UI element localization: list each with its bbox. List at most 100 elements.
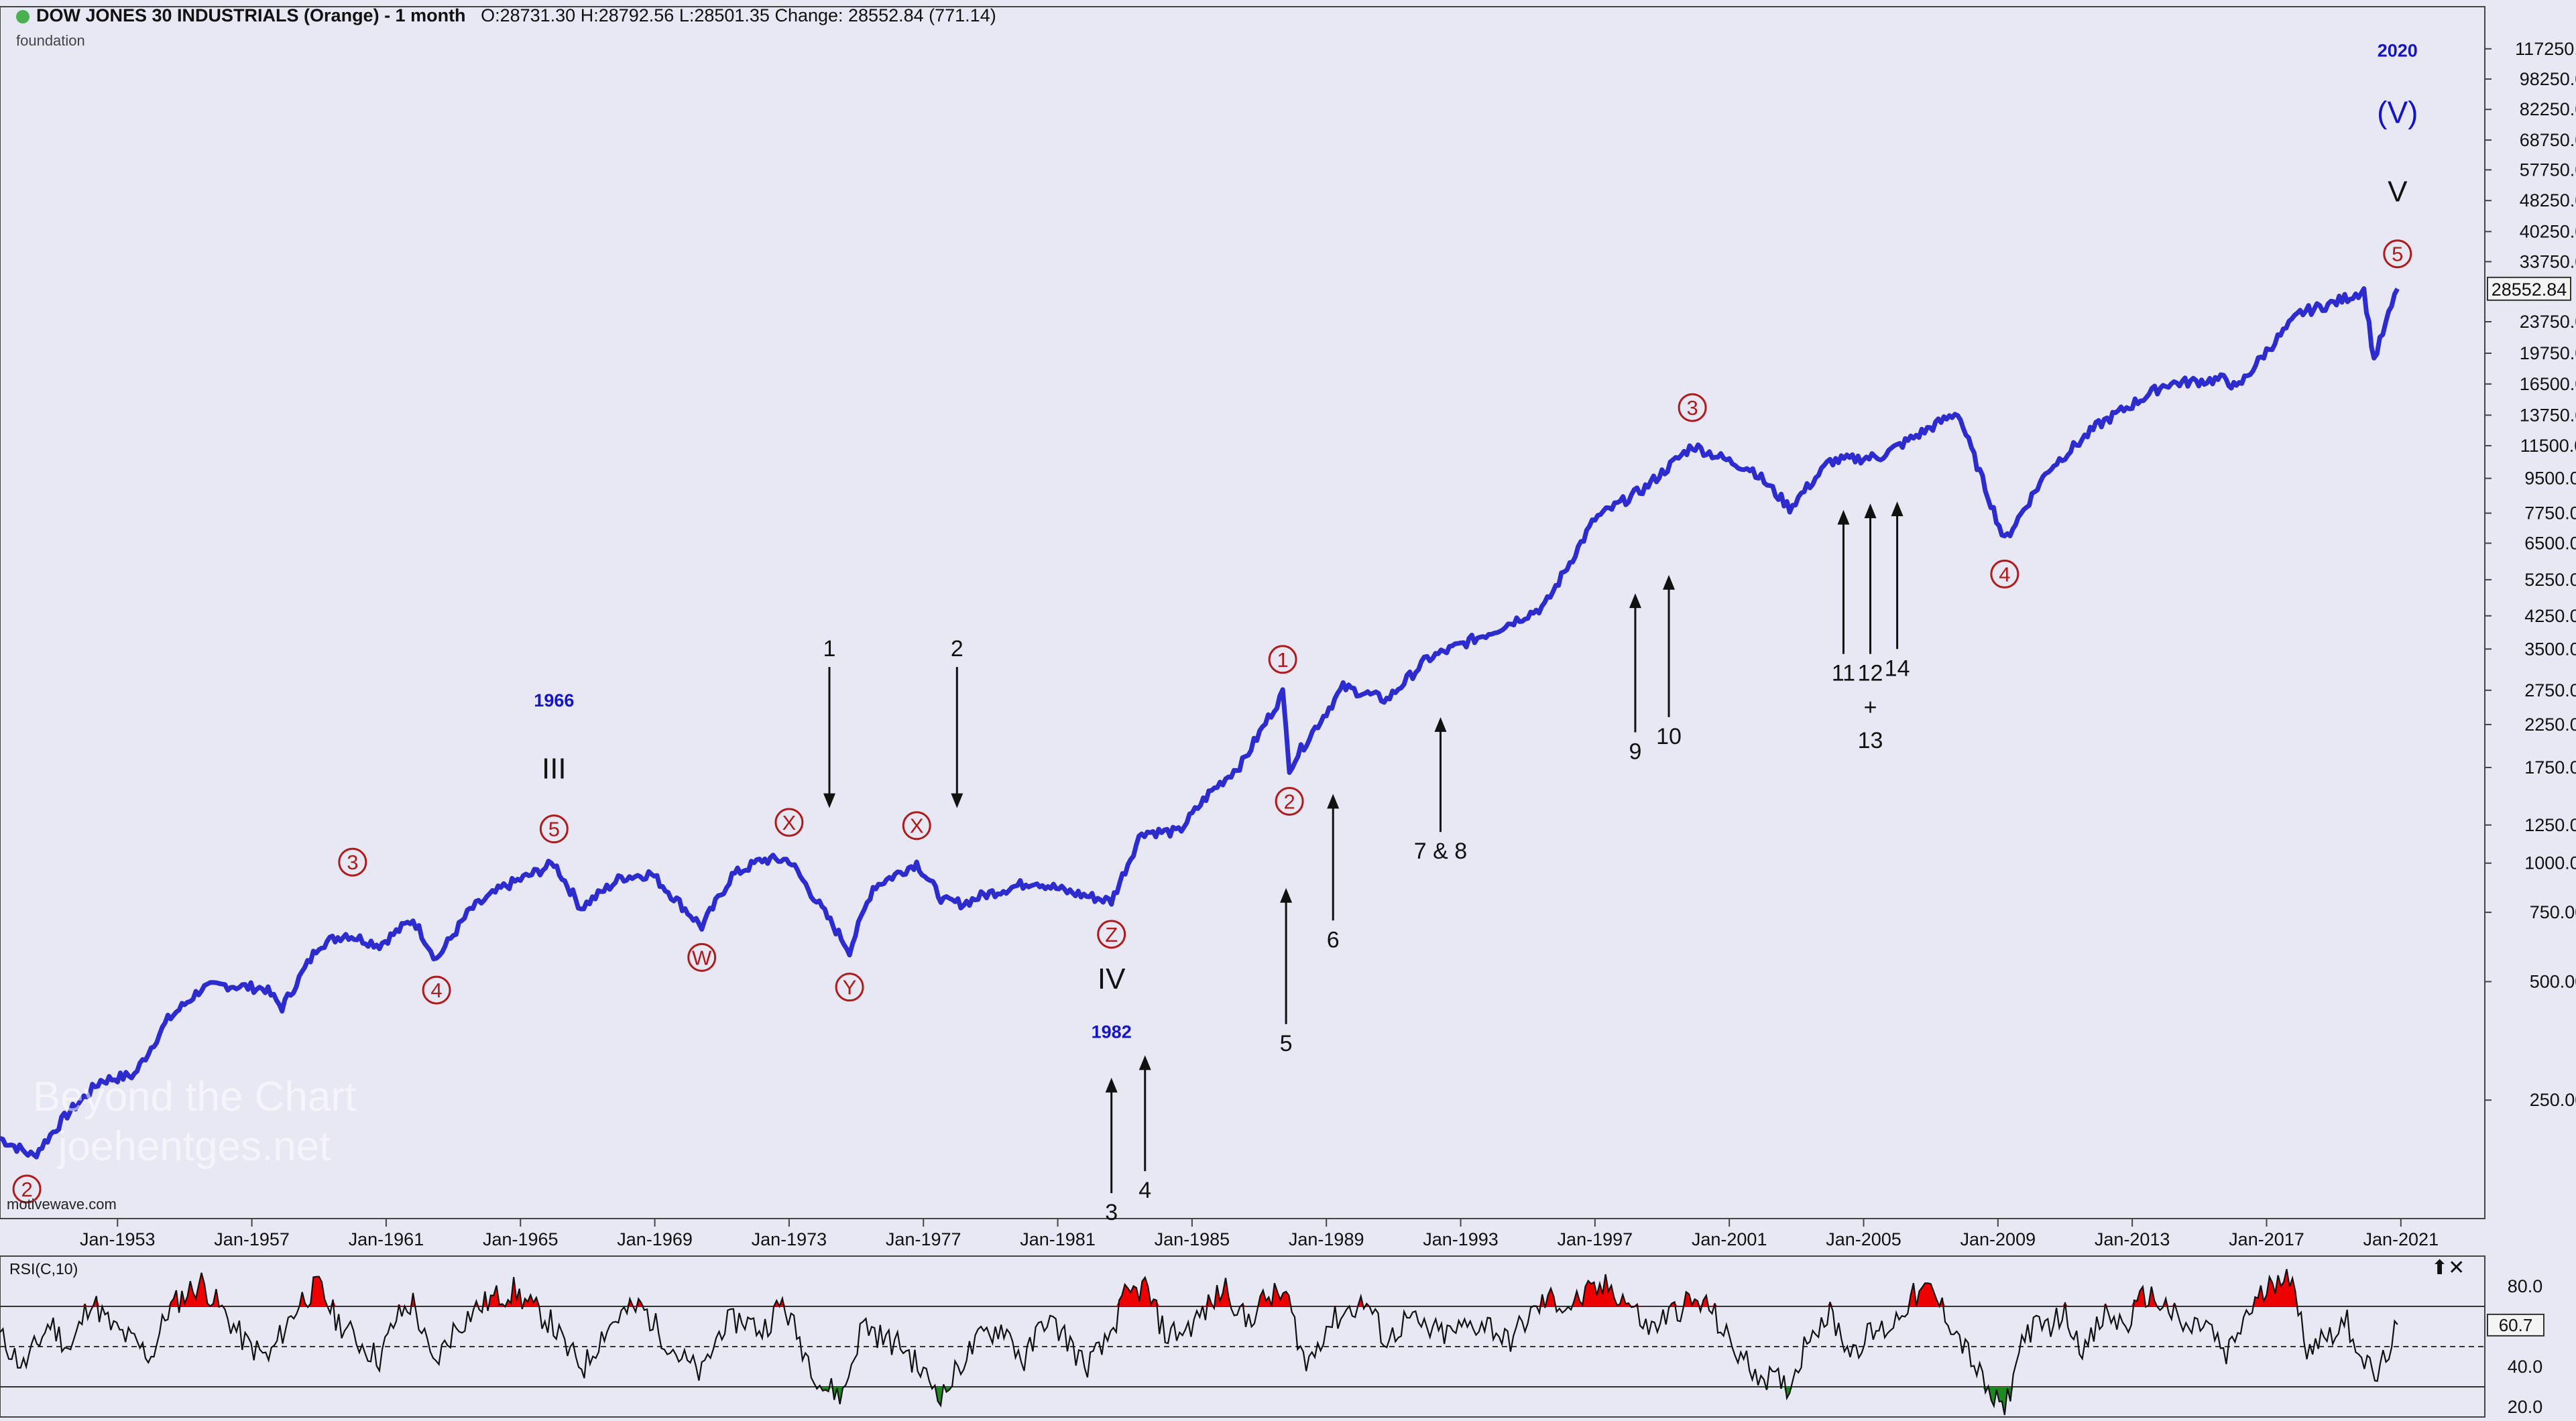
year-label: 1982 (1092, 1022, 1132, 1042)
degree-label: V (2388, 176, 2408, 208)
price-tick-label: 750.00 (2530, 902, 2576, 922)
arrow-head-up-icon (1327, 794, 1340, 809)
time-tick-label: Jan-2013 (2095, 1229, 2170, 1249)
arrow-head-up-icon (1629, 593, 1641, 609)
price-tick-label: 2750.00 (2524, 680, 2576, 700)
arrow-label: 13 (1858, 728, 1883, 753)
arrow-head-up-icon (1105, 1077, 1118, 1093)
wave-label-text: 3 (1686, 396, 1698, 420)
time-tick-label: Jan-1977 (886, 1229, 961, 1249)
wave-label-circle (774, 808, 804, 837)
year-label: 2020 (2378, 40, 2418, 60)
price-tick-label: 98250.00 (2520, 69, 2576, 89)
price-gridlines (0, 6, 2485, 1219)
price-tick-label: 1000.00 (2524, 853, 2576, 873)
rsi-current-label: 60.7 (2499, 1315, 2533, 1335)
wave-label-circle (12, 1174, 42, 1204)
arrow-head-up-icon (1891, 501, 1904, 517)
price-series (0, 286, 2400, 1160)
time-tick-label: Jan-2005 (1826, 1229, 1901, 1249)
time-tick-label: Jan-2017 (2229, 1229, 2304, 1249)
time-tick-label: Jan-2021 (2363, 1229, 2439, 1249)
time-axis: Jan-1953 Jan-1957 Jan-1961 Jan-1965 Jan-1969… (0, 1218, 2485, 1249)
wave-label-text: Z (1105, 923, 1118, 946)
wave-label-circle (1678, 393, 1707, 422)
wave-label-circle (2383, 239, 2412, 269)
time-tick-label: Jan-1957 (214, 1229, 290, 1249)
wave-label-circle (1097, 920, 1126, 949)
watermark-line2: joehentges.net (58, 1123, 331, 1170)
arrow-head-up-icon (1434, 717, 1447, 732)
price-tick-label: 5250.00 (2524, 570, 2576, 590)
wave-label-circle (687, 942, 717, 972)
price-tick-label: 250.00 (2530, 1090, 2576, 1110)
price-tick-label: 3500.00 (2524, 639, 2576, 659)
price-tick-label: 117250.00 (2515, 39, 2576, 59)
arrow-label: 5 (1280, 1031, 1293, 1056)
time-tick-label: Jan-1997 (1558, 1229, 1633, 1249)
price-tick-label: 40250.00 (2520, 221, 2576, 241)
wave-label-circle (1990, 559, 2019, 589)
price-tick-label: 7750.00 (2524, 503, 2576, 523)
rsi-tick-label: 20.0 (2508, 1397, 2543, 1417)
price-tick-label: 48250.00 (2520, 190, 2576, 210)
price-tick-label: 4250.00 (2524, 606, 2576, 626)
arrow-head-down-icon (951, 793, 963, 808)
chart-header: DOW JONES 30 INDUSTRIALS (Orange) - 1 mo… (16, 5, 996, 26)
price-tick-label: 2250.00 (2524, 715, 2576, 735)
price-tick-label: 1250.00 (2524, 815, 2576, 835)
time-tick-label: Jan-1981 (1020, 1229, 1096, 1249)
rsi-panel: 80.0 40.0 20.0 60.7 (0, 1255, 2544, 1418)
arrow-head-up-icon (1837, 509, 1850, 525)
wave-label-text: 2 (1283, 790, 1295, 813)
degree-label: III (542, 753, 567, 786)
wave-label-text: 2 (21, 1178, 32, 1201)
rsi-current-tag (2487, 1313, 2544, 1337)
arrow-label: 2 (951, 636, 963, 662)
price-tick-label: 19750.00 (2520, 343, 2576, 363)
arrow-head-up-icon (1864, 503, 1877, 519)
wave-label-text: Y (843, 976, 857, 999)
time-tick-label: Jan-2001 (1692, 1229, 1767, 1249)
arrow-label: 4 (1138, 1178, 1151, 1203)
price-tick-label: 16500.00 (2520, 374, 2576, 394)
arrow-label: 1 (823, 636, 836, 662)
arrow-label: 11 (1832, 661, 1855, 686)
price-tick-label: 33750.00 (2520, 251, 2576, 271)
arrow-label: 14 (1885, 656, 1910, 681)
wave-label-circle (835, 973, 864, 1002)
wave-label-text: 5 (548, 818, 560, 841)
watermark-line1: Beyond the Chart (32, 1074, 357, 1120)
price-tick-label: 1750.00 (2524, 757, 2576, 778)
wave-label-text: 4 (1999, 562, 2010, 586)
price-tick-label: 57750.00 (2520, 160, 2576, 180)
status-dot-icon (16, 9, 30, 23)
chart-title: DOW JONES 30 INDUSTRIALS (Orange) - 1 mo… (36, 5, 466, 25)
rsi-title: RSI(C,10) (9, 1260, 78, 1278)
time-tick-label: Jan-1965 (483, 1229, 559, 1249)
wave-label-text: 4 (430, 979, 442, 1002)
current-price-tag (2487, 276, 2571, 301)
arrow-label: 7 & 8 (1414, 839, 1467, 864)
time-tick-label: Jan-1993 (1423, 1229, 1499, 1249)
degree-label: IV (1098, 963, 1126, 995)
wave-label-circle (422, 975, 451, 1005)
time-tick-label: Jan-1969 (617, 1229, 693, 1249)
arrow-label: 9 (1629, 739, 1641, 765)
price-tick-label: 68750.00 (2520, 130, 2576, 150)
wave-label-text: W (692, 946, 712, 969)
price-tick-label: 9500.00 (2524, 469, 2576, 489)
source-label: motivewave.com (7, 1196, 117, 1213)
arrow-head-up-icon (1280, 887, 1293, 903)
arrow-head-up-icon (1138, 1055, 1151, 1070)
time-tick-label: Jan-1961 (349, 1229, 424, 1249)
rsi-controls[interactable]: ⬆✕ (2431, 1257, 2465, 1279)
wave-label-text: 3 (347, 851, 358, 874)
arrow-label: 10 (1656, 724, 1682, 749)
wave-label-text: X (910, 814, 924, 838)
year-label: 1966 (534, 690, 574, 710)
arrow-label: + (1864, 695, 1877, 721)
wave-label-text: 1 (1277, 648, 1288, 672)
rsi-tick-label: 80.0 (2508, 1276, 2543, 1296)
